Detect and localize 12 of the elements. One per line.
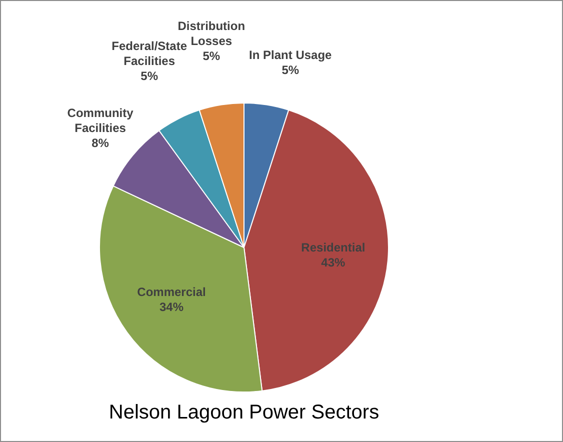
slice-label: Federal/State Facilities: [112, 39, 188, 68]
data-label: 43%: [321, 256, 346, 270]
slice-label: In Plant Usage: [249, 48, 332, 62]
data-label: 8%: [92, 136, 110, 150]
slice-label: Residential: [301, 240, 366, 255]
data-label: 5%: [202, 48, 220, 63]
data-label: 5%: [282, 63, 300, 78]
text: Nelson Lagoon Power Sectors: [108, 402, 380, 424]
slice-label: Commercial: [137, 284, 206, 299]
data-label: 34%: [160, 300, 184, 314]
data-label: 5%: [140, 69, 158, 84]
slice-label: Community Facilities: [67, 106, 134, 135]
